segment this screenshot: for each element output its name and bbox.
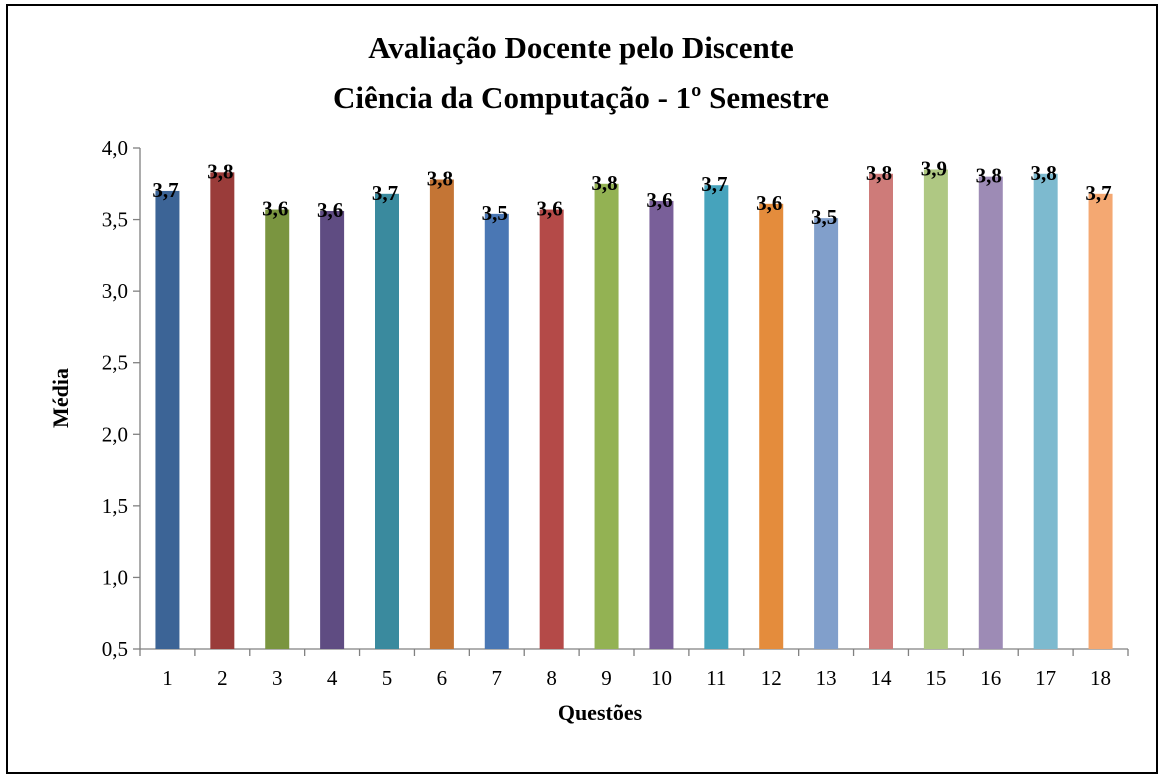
x-tick-label: 8 xyxy=(546,666,557,690)
y-tick-label: 2,0 xyxy=(102,422,128,446)
x-tick-label: 12 xyxy=(761,666,782,690)
x-tick-label: 7 xyxy=(492,666,503,690)
axes: 0,51,01,52,02,53,03,54,01 2 3 4 5 6 7 8 9 10 11 12 1… xyxy=(102,136,1129,690)
x-tick-label: 11 xyxy=(706,666,726,690)
data-label: 3,9 xyxy=(921,156,947,180)
y-tick-label: 3,5 xyxy=(102,208,128,232)
x-tick-label: 10 xyxy=(651,666,672,690)
bar-18 xyxy=(1088,193,1113,649)
y-tick-label: 1,5 xyxy=(102,494,128,518)
data-label: 3,8 xyxy=(976,164,1002,188)
data-label: 3,8 xyxy=(427,166,453,190)
bar-6 xyxy=(429,179,454,649)
x-tick-label: 13 xyxy=(816,666,837,690)
x-tick-label: 1 xyxy=(162,666,173,690)
y-tick-label: 1,0 xyxy=(102,565,128,589)
x-tick-label: 9 xyxy=(601,666,612,690)
bar-10 xyxy=(649,200,674,649)
bar-1 xyxy=(155,190,180,649)
bar-17 xyxy=(1033,173,1058,649)
y-tick-label: 3,0 xyxy=(102,279,128,303)
bars-group xyxy=(155,169,1113,650)
bar-4 xyxy=(320,210,345,650)
bar-5 xyxy=(375,193,399,649)
data-label: 3,7 xyxy=(372,181,398,205)
x-tick-label: 18 xyxy=(1090,666,1111,690)
y-tick-label: 0,5 xyxy=(102,637,128,661)
data-label: 3,8 xyxy=(207,159,233,183)
y-tick-label: 4,0 xyxy=(102,136,128,160)
data-label: 3,7 xyxy=(701,172,727,196)
bar-16 xyxy=(978,176,1003,649)
x-tick-label: 4 xyxy=(327,666,338,690)
x-tick-label: 16 xyxy=(980,666,1001,690)
data-labels-group: 3,7 3,8 3,6 3,6 3,7 3,8 3,5 3,6 3,8 3,6 3,7 3,6 3,5 3… xyxy=(152,156,1111,229)
chart-frame xyxy=(6,4,1158,774)
x-tick-label: 15 xyxy=(925,666,946,690)
data-label: 3,7 xyxy=(1085,181,1111,205)
x-tick-label: 14 xyxy=(871,666,893,690)
chart-title-line-2: Ciência da Computação - 1º Semestre xyxy=(333,80,829,115)
x-axis-label: Questões xyxy=(558,700,643,725)
x-tick-label: 3 xyxy=(272,666,283,690)
chart-title-line-1: Avaliação Docente pelo Discente xyxy=(368,30,794,65)
bar-7 xyxy=(484,213,509,650)
bar-11 xyxy=(704,185,729,649)
y-tick-label: 2,5 xyxy=(102,351,128,375)
bar-12 xyxy=(759,203,784,649)
x-tick-label: 17 xyxy=(1035,666,1056,690)
x-tick-label: 2 xyxy=(217,666,228,690)
x-tick-label: 6 xyxy=(437,666,448,690)
bar-13 xyxy=(814,218,839,649)
bar-9 xyxy=(594,183,619,650)
data-label: 3,5 xyxy=(482,201,508,225)
data-label: 3,6 xyxy=(537,197,563,221)
data-label: 3,7 xyxy=(152,178,178,202)
data-label: 3,6 xyxy=(646,188,672,212)
bar-15 xyxy=(923,169,948,649)
y-axis-label: Média xyxy=(48,368,73,428)
data-label: 3,8 xyxy=(866,161,892,185)
bar-2 xyxy=(210,172,235,649)
x-tick-label: 5 xyxy=(382,666,393,690)
bar-14 xyxy=(869,173,893,649)
data-label: 3,6 xyxy=(317,198,343,222)
data-label: 3,6 xyxy=(262,197,288,221)
data-label: 3,8 xyxy=(591,171,617,195)
data-label: 3,6 xyxy=(756,191,782,215)
bar-8 xyxy=(539,209,564,649)
data-label: 3,5 xyxy=(811,205,837,229)
data-label: 3,8 xyxy=(1031,161,1057,185)
bar-3 xyxy=(265,209,290,649)
